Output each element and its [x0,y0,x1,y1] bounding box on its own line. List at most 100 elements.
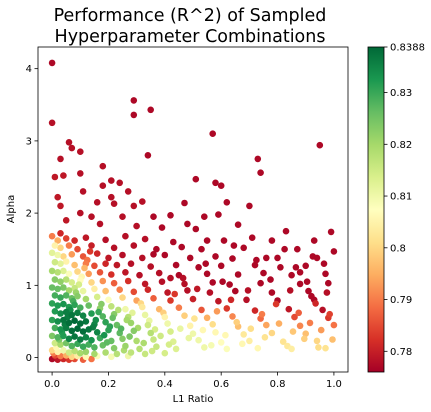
data-point [268,289,276,296]
data-point [296,269,304,276]
data-point [62,292,70,299]
data-point [281,245,288,253]
data-point [306,319,314,327]
data-point [319,306,326,314]
data-point [144,152,152,159]
data-point [291,313,298,321]
x-tick-label: 0.4 [157,379,173,390]
data-point [85,326,92,333]
data-point [110,244,118,252]
data-point [234,221,242,228]
data-point [215,297,222,305]
data-point [203,314,211,322]
data-point [229,313,236,320]
data-point [65,349,73,356]
data-point [317,326,325,334]
data-point [113,350,121,358]
data-point [110,279,118,287]
data-point [195,336,202,344]
data-point [51,276,59,283]
data-point [79,312,87,320]
data-point [161,313,169,321]
data-point [136,345,143,353]
data-point [60,172,67,179]
data-point [133,222,140,230]
data-point [219,278,226,286]
data-point [313,337,321,345]
data-point [127,349,135,356]
data-point [48,119,56,127]
data-point [91,285,98,293]
data-point [296,280,304,288]
data-point [91,344,98,351]
data-point [130,111,138,119]
data-point [105,296,112,304]
data-point [186,322,194,330]
data-point [88,213,95,220]
data-point [113,261,121,269]
data-point [189,295,197,303]
data-point [141,280,149,288]
data-point [108,193,115,201]
data-point [119,294,126,301]
data-point [288,271,295,279]
data-point [292,264,300,271]
data-point [272,300,280,308]
data-point [116,286,123,294]
y-tick-label: 4 [26,64,32,75]
data-point [206,289,214,296]
data-point [212,253,219,260]
data-point [312,300,319,307]
data-point [315,344,322,351]
data-point [88,355,95,363]
data-point [167,328,174,335]
data-point [213,308,221,315]
data-point [81,264,88,272]
x-tick-label: 1.0 [326,379,342,390]
data-point [65,287,73,294]
data-point [212,179,219,187]
data-point [150,336,157,343]
data-point [150,295,157,302]
data-point [181,312,188,320]
data-point [277,264,284,271]
data-point [243,296,250,304]
data-point [239,340,246,348]
data-point [217,262,225,270]
data-point [220,237,228,244]
data-point [253,256,260,264]
data-point [282,227,290,235]
data-point [172,345,180,353]
data-point [91,350,98,358]
data-point [155,269,163,277]
data-point [247,325,255,333]
data-point [77,320,84,327]
data-point [171,290,178,298]
data-point [189,330,197,338]
data-point [82,318,90,325]
y-axis-ticks: 0 1 2 3 4 [26,64,38,364]
data-point [274,254,281,262]
data-point [68,327,76,335]
data-point [65,319,73,327]
data-point [109,314,116,322]
data-point [279,338,287,346]
data-point [309,253,317,260]
data-point [48,284,56,291]
data-point [126,333,133,340]
data-point [248,234,256,241]
colorbar-tick-label: 0.8 [390,243,406,254]
data-point [86,248,94,255]
data-point [54,302,61,309]
data-point [57,278,64,286]
data-point [108,271,115,278]
data-point [57,341,64,348]
data-point [99,182,107,189]
data-point [223,345,231,353]
data-point [305,287,312,295]
plot-frame [37,46,349,373]
data-point [208,342,215,349]
data-point [102,236,109,244]
data-point [232,287,239,295]
